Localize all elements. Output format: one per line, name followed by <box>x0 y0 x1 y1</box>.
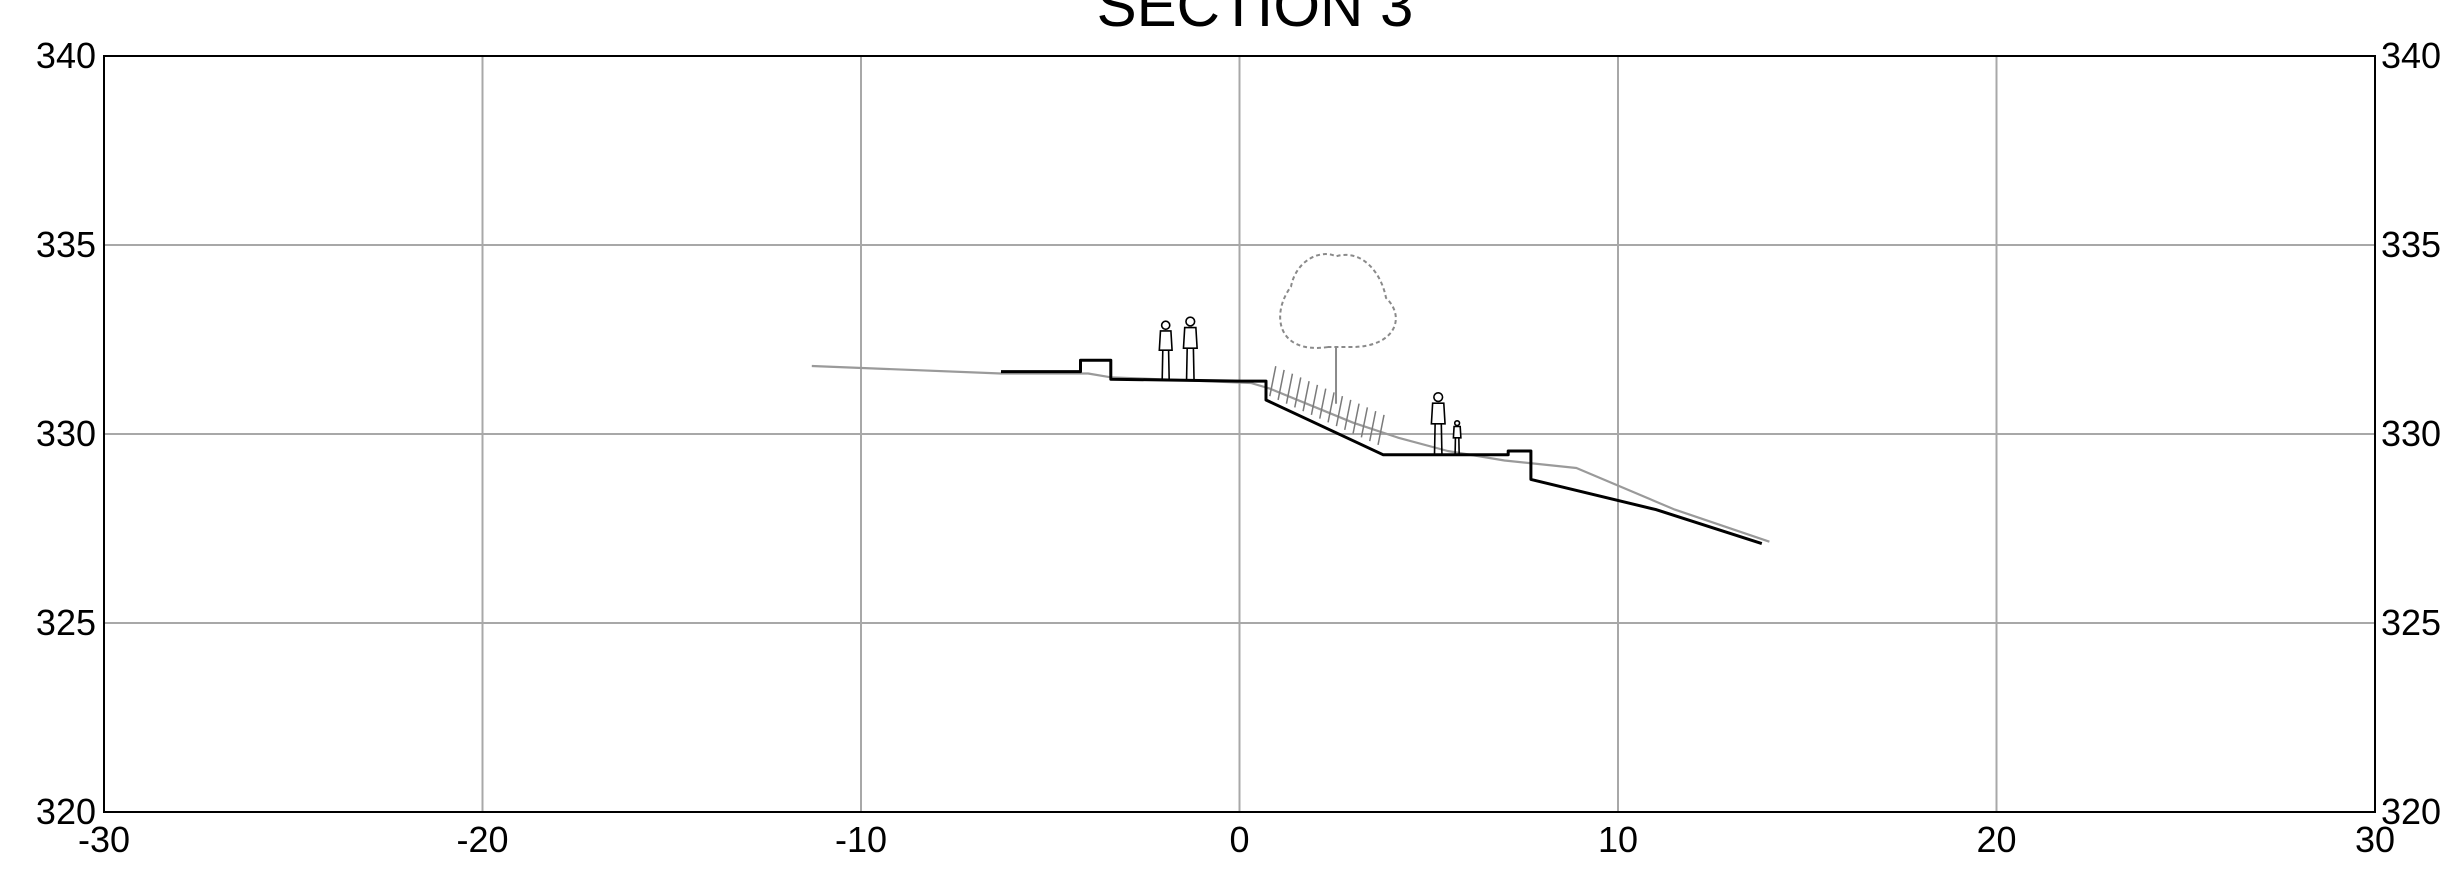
tree-icon <box>1279 253 1397 404</box>
grass-blade <box>1377 414 1385 445</box>
y-tick-label-right: 330 <box>2381 413 2441 454</box>
x-tick-label: -20 <box>456 819 508 860</box>
x-tick-label: 10 <box>1598 819 1638 860</box>
x-tick-label: 0 <box>1229 819 1249 860</box>
y-tick-label-right: 320 <box>2381 791 2441 832</box>
grass-blade <box>1352 403 1360 434</box>
person-walking-figure <box>1158 320 1173 380</box>
y-tick-label-left: 335 <box>36 224 96 265</box>
section-title: SECTION 3 <box>1097 0 1414 39</box>
grass-blade <box>1285 373 1294 404</box>
grass-blade <box>1327 392 1335 423</box>
y-tick-label-left: 330 <box>36 413 96 454</box>
grass-blade <box>1335 395 1344 427</box>
y-tick-label-right: 325 <box>2381 602 2441 643</box>
child-figure <box>1452 419 1462 455</box>
profile-lines <box>811 358 1770 546</box>
grass-plants <box>1269 366 1385 445</box>
y-tick-label-right: 335 <box>2381 224 2441 265</box>
grass-blade <box>1310 384 1319 416</box>
adult-figure <box>1430 391 1446 455</box>
grass-blade <box>1302 381 1310 412</box>
grass-blade <box>1269 366 1277 397</box>
grass-blade <box>1360 407 1369 438</box>
y-tick-label-right: 340 <box>2381 35 2441 76</box>
existing-ground-line <box>811 364 1770 543</box>
grass-blade <box>1294 377 1302 408</box>
grass-blade <box>1319 388 1327 419</box>
grass-blade <box>1343 399 1352 431</box>
grid <box>104 56 2375 812</box>
y-tick-label-left: 340 <box>36 35 96 76</box>
x-axis-ticks: -30 -20 -10 0 10 20 30 <box>78 819 2395 860</box>
x-tick-label: -30 <box>78 819 130 860</box>
x-tick-label: 20 <box>1976 819 2016 860</box>
x-tick-label: 30 <box>2355 819 2395 860</box>
x-tick-label: -10 <box>835 819 887 860</box>
y-axis-ticks: 320 320 325 325 330 330 335 335 340 340 <box>36 35 2441 832</box>
entourage-figures <box>1158 253 1462 455</box>
plot-frame <box>103 55 2376 813</box>
proposed-grade-line <box>1001 358 1763 546</box>
person-walking-figure <box>1182 316 1198 380</box>
y-tick-label-left: 320 <box>36 791 96 832</box>
grass-blade <box>1368 410 1377 442</box>
grass-blade <box>1277 369 1285 401</box>
y-tick-label-left: 325 <box>36 602 96 643</box>
